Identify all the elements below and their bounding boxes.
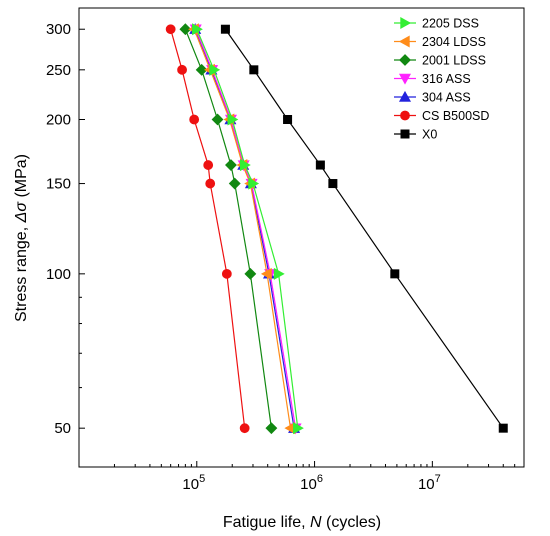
data-point: [273, 267, 285, 280]
data-point: [244, 267, 257, 280]
legend-marker: [400, 16, 412, 30]
data-point: [260, 267, 272, 280]
plot-frame: [78, 7, 525, 468]
data-point: [179, 23, 192, 36]
data-point: [228, 177, 241, 190]
legend-marker: [399, 54, 411, 66]
legend-label: X0: [422, 128, 437, 142]
legend-item: 2205 DSS: [394, 17, 479, 31]
data-point: [211, 113, 224, 126]
data-point: [221, 268, 232, 279]
data-point: [265, 422, 278, 435]
legend-item: 304 ASS: [394, 91, 471, 105]
series-5: [165, 24, 250, 434]
data-point: [189, 114, 200, 125]
legend-label: 304 ASS: [422, 91, 471, 105]
series-layer: [165, 23, 508, 435]
data-point: [249, 65, 259, 75]
x-axis-label: Fatigue life, N (cycles): [223, 514, 381, 531]
x-tick-label: 107: [418, 473, 441, 493]
y-tick-label: 50: [54, 420, 71, 437]
y-axis-label: Stress range, Δσ (MPa): [13, 154, 30, 322]
data-point: [220, 24, 230, 34]
x-tick-label: 105: [182, 473, 205, 493]
legend-marker: [400, 110, 410, 121]
data-point: [498, 423, 508, 433]
y-tick-labels: 50 100 150 200 250 300: [46, 21, 71, 437]
y-tick-label: 150: [46, 176, 71, 193]
legend-label: 2001 LDSS: [422, 54, 486, 68]
data-point: [315, 160, 325, 170]
data-point: [205, 178, 216, 189]
y-tick-label: 300: [46, 21, 71, 38]
data-point: [248, 177, 260, 190]
data-point: [227, 113, 239, 126]
minor-ticks: [79, 296, 525, 467]
x-tick-labels: 105 106 107: [182, 473, 440, 493]
data-point: [239, 159, 251, 172]
y-tick-label: 200: [46, 112, 71, 129]
legend-marker: [398, 73, 412, 85]
data-point: [177, 64, 187, 75]
legend-marker: [398, 35, 410, 48]
legend-item: CS B500SD: [394, 109, 489, 123]
data-point: [195, 63, 208, 76]
data-point: [283, 115, 293, 125]
data-point: [203, 160, 214, 170]
legend-item: 2304 LDSS: [394, 35, 486, 49]
series-line: [194, 29, 295, 429]
major-ticks: [79, 28, 433, 467]
data-point: [328, 179, 338, 189]
legend-item: 2001 LDSS: [394, 54, 486, 68]
series-line: [196, 28, 299, 429]
legend-label: 2304 LDSS: [422, 35, 486, 49]
series-6: [220, 24, 508, 433]
x-tick-label: 106: [300, 473, 323, 493]
data-point: [293, 422, 304, 435]
legend-marker: [400, 129, 410, 139]
legend-label: 316 ASS: [422, 72, 471, 86]
data-point: [239, 423, 250, 434]
data-point: [165, 24, 176, 35]
legend-item: X0: [394, 128, 437, 142]
series-1: [188, 23, 296, 435]
data-point: [390, 269, 400, 279]
data-point: [209, 63, 221, 76]
series-line: [195, 28, 297, 429]
legend: 2205 DSS 2304 LDSS 2001 LDSS 316 ASS 304 ASS…: [394, 17, 489, 142]
legend-label: 2205 DSS: [422, 17, 479, 31]
legend-item: 316 ASS: [394, 72, 471, 86]
y-tick-label: 100: [46, 266, 71, 283]
data-point: [225, 159, 237, 171]
series-line: [224, 28, 504, 429]
series-0: [192, 23, 304, 435]
series-2: [179, 23, 278, 435]
data-point: [192, 23, 203, 36]
y-tick-label: 250: [46, 62, 71, 79]
legend-marker: [398, 90, 412, 102]
legend-label: CS B500SD: [422, 109, 489, 123]
